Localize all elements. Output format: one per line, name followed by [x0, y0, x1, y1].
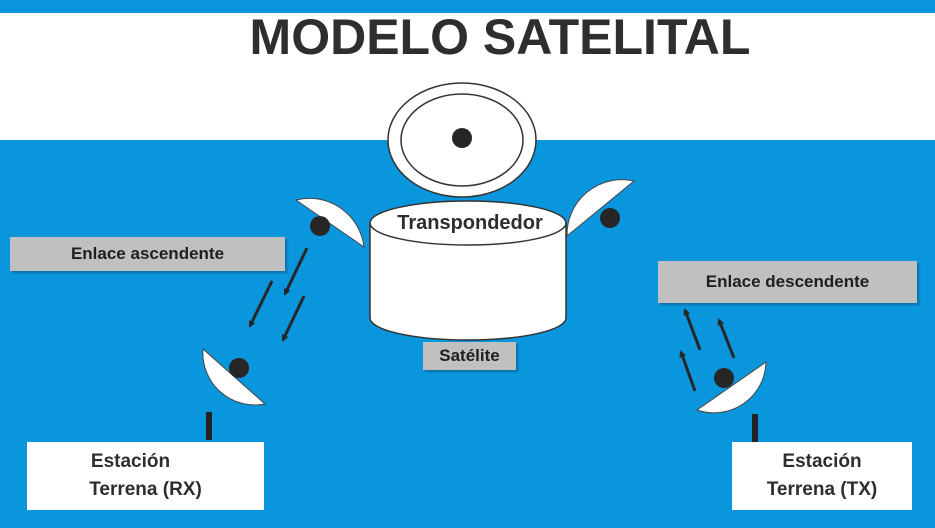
station-rx-line2: Terrena (RX) [89, 479, 202, 500]
satellite-label: Satélite [423, 342, 516, 370]
satellite-dish-icon [566, 179, 636, 238]
ground-station-tx: Estación Terrena (TX) [732, 442, 912, 510]
satellite-dish-icon [294, 197, 365, 249]
satellite-body [369, 200, 567, 341]
station-tx-line2: Terrena (TX) [766, 479, 878, 500]
arrow-icon [679, 350, 697, 392]
top-accent-bar [0, 0, 935, 13]
downlink-label: Enlace descendente [658, 261, 917, 303]
arrow-icon [281, 295, 306, 342]
transponder-label: Transpondedor [397, 212, 543, 234]
arrow-icon [248, 280, 274, 328]
arrow-icon [283, 247, 309, 296]
arrow-icon [717, 318, 736, 359]
station-rx-line1: Estación [90, 451, 171, 472]
satellite-antenna-disc [387, 82, 537, 198]
uplink-label: Enlace ascendente [10, 237, 285, 271]
downlink-arrows [679, 308, 736, 392]
uplink-arrows [248, 247, 309, 342]
page-title: MODELO SATELITAL [249, 9, 751, 65]
arrow-icon [683, 308, 702, 351]
ground-station-rx: Estación Terrena (RX) [27, 442, 264, 510]
satellite-dish-icon [695, 361, 767, 442]
station-tx-line1: Estación [782, 451, 862, 472]
satellite-dish-icon [202, 347, 267, 440]
